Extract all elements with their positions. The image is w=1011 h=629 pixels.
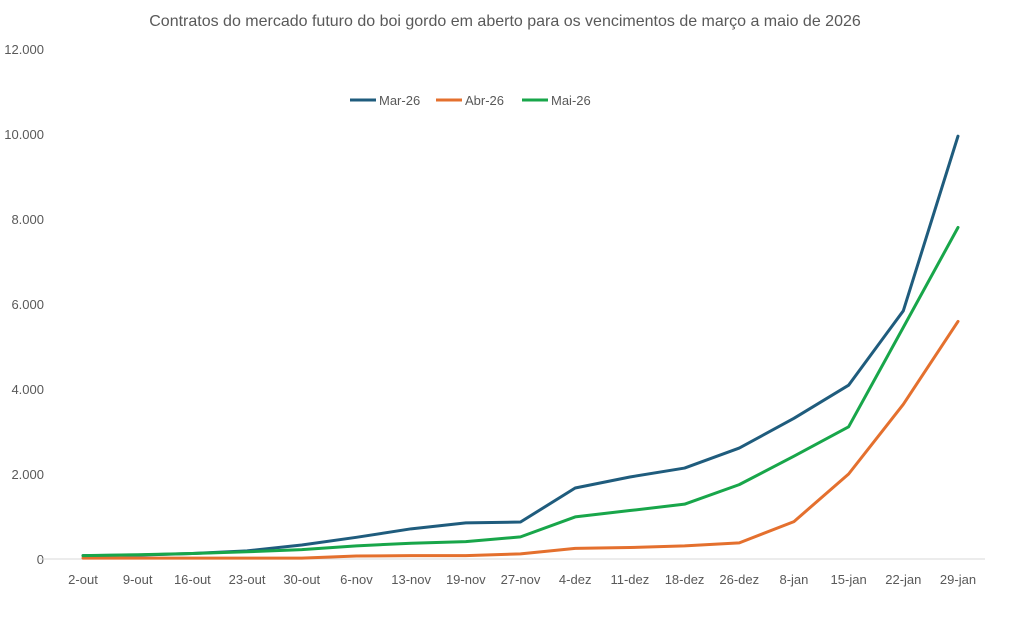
series-lines (81, 134, 960, 560)
legend: Mar-26 Abr-26 Mai-26 (350, 93, 591, 108)
legend-label: Abr-26 (465, 93, 504, 108)
x-tick-label: 13-nov (391, 572, 431, 587)
x-tick-label: 23-out (229, 572, 266, 587)
series-line-mai-26 (81, 226, 960, 558)
x-tick-label: 22-jan (885, 572, 921, 587)
legend-label: Mar-26 (379, 93, 420, 108)
x-tick-label: 16-out (174, 572, 211, 587)
x-tick-label: 30-out (283, 572, 320, 587)
series-line-abr-26 (81, 319, 960, 560)
x-tick-label: 27-nov (501, 572, 541, 587)
x-tick-label: 6-nov (340, 572, 373, 587)
y-tick-label: 12.000 (4, 42, 44, 57)
y-tick-label: 8.000 (11, 212, 44, 227)
y-tick-label: 4.000 (11, 382, 44, 397)
x-tick-label: 8-jan (779, 572, 808, 587)
x-tick-label: 29-jan (940, 572, 976, 587)
x-tick-label: 2-out (68, 572, 98, 587)
x-tick-label: 15-jan (831, 572, 867, 587)
x-tick-label: 9-out (123, 572, 153, 587)
y-tick-label: 10.000 (4, 127, 44, 142)
y-tick-label: 6.000 (11, 297, 44, 312)
chart-title: Contratos do mercado futuro do boi gordo… (149, 13, 861, 30)
x-tick-label: 4-dez (559, 572, 592, 587)
x-tick-label: 18-dez (665, 572, 705, 587)
x-tick-label: 11-dez (610, 572, 649, 587)
y-tick-label: 2.000 (11, 467, 44, 482)
legend-label: Mai-26 (551, 93, 591, 108)
x-tick-label: 19-nov (446, 572, 486, 587)
x-tick-label: 26-dez (719, 572, 759, 587)
x-axis: 2-out 9-out 16-out 23-out 30-out 6-nov 13-nov 1… (40, 558, 985, 587)
